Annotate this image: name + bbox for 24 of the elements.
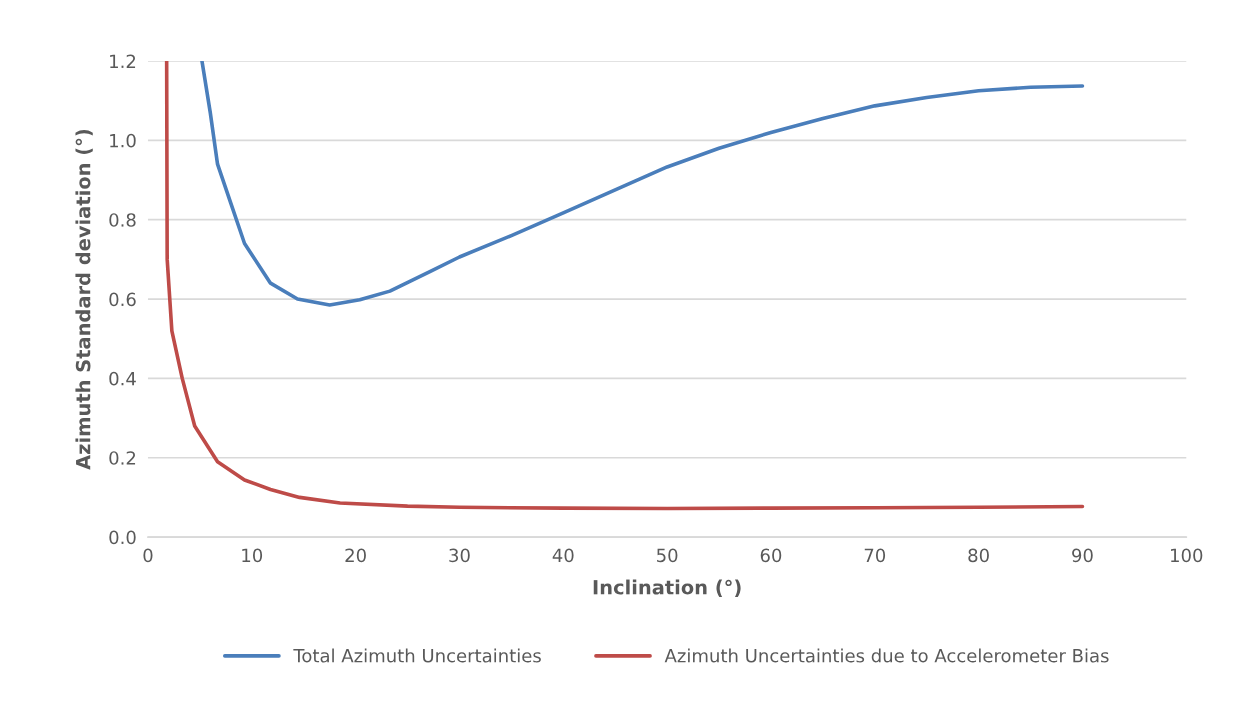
y-tick-label: 0.6: [109, 292, 136, 307]
y-tick-label: 0.0: [109, 530, 136, 545]
line-series: [200, 61, 1085, 307]
x-tick-label: 0: [143, 548, 153, 563]
x-tick-label: 30: [449, 548, 470, 563]
legend-label: Azimuth Uncertainties due to Accelerometer Bias: [664, 648, 1109, 663]
x-tick-label: 40: [552, 548, 574, 563]
x-tick-label: 10: [242, 548, 263, 563]
x-tick-label: 60: [760, 548, 782, 563]
y-tick-label: 0.4: [109, 371, 136, 386]
line-series: [164, 61, 1085, 511]
legend-label: Total Azimuth Uncertainties: [293, 648, 541, 663]
x-tick-label: 70: [864, 548, 886, 563]
y-tick-label: 1.0: [110, 133, 136, 148]
x-tick-label: 50: [657, 548, 678, 563]
y-tick-label: 0.8: [109, 213, 136, 227]
y-axis-title: Azimuth Standard deviation (°): [75, 129, 93, 470]
x-tick-label: 90: [1072, 548, 1093, 563]
x-tick-label: 80: [968, 548, 989, 563]
y-tick-label: 1.2: [110, 54, 136, 68]
x-tick-label: 20: [345, 548, 366, 563]
x-axis-title: Inclination (°): [593, 579, 741, 597]
y-tick-label: 0.2: [109, 451, 136, 465]
x-tick-label: 100: [1171, 548, 1203, 563]
